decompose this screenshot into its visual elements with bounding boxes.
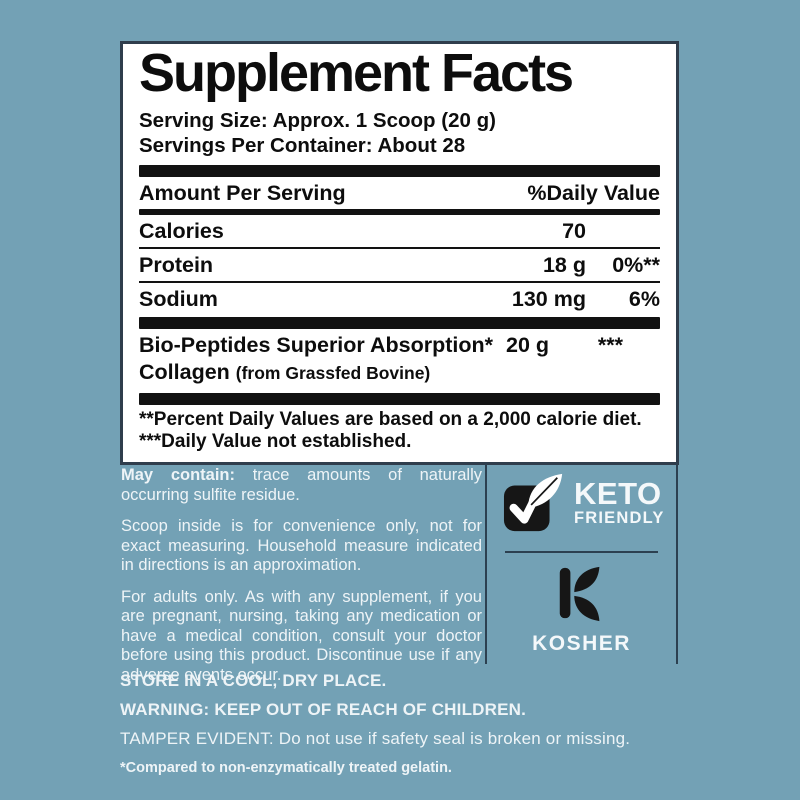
check-leaf-icon <box>503 473 563 532</box>
table-row-protein: Protein 18 g 0%** <box>139 247 660 281</box>
nutrient-name: Bio-Peptides Superior Absorption* <box>139 333 493 358</box>
daily-value-header: %Daily Value <box>527 181 660 206</box>
amount-per-serving-header: Amount Per Serving <box>139 181 346 206</box>
nutrient-dv: *** <box>597 333 624 358</box>
facts-header-row: Amount Per Serving %Daily Value <box>139 177 660 209</box>
facts-footnotes: **Percent Daily Values are based on a 2,… <box>139 405 660 454</box>
keto-badge-label: KETO <box>574 476 662 511</box>
badges-column: KETO FRIENDLY KOSHER <box>485 463 678 664</box>
nutrient-amount: 70 <box>562 218 586 243</box>
divider-bar-thick <box>139 165 660 178</box>
storage-instruction: STORE IN A COOL, DRY PLACE. <box>120 671 387 690</box>
table-row-collagen: Bio-Peptides Superior Absorption* 20 g *… <box>139 329 660 391</box>
serving-size: Serving Size: Approx. 1 Scoop (20 g) <box>139 109 496 133</box>
may-contain-text: trace amounts of naturally occurring sul… <box>121 466 482 504</box>
supplement-facts-panel: Supplement Facts Serving Size: Approx. 1… <box>120 41 679 466</box>
nutrient-dv: 0%** <box>612 252 660 277</box>
kosher-k-icon <box>559 566 599 622</box>
scoop-paragraph: Scoop inside is for convenience only, no… <box>121 517 482 574</box>
footnote-dv-not-established: ***Daily Value not established. <box>139 430 412 452</box>
nutrient-name: Sodium <box>139 286 218 311</box>
servings-per-container: Servings Per Container: About 28 <box>139 134 466 158</box>
badge-divider-line <box>505 551 658 553</box>
divider-bar-medium <box>139 209 660 216</box>
divider-bar-thick <box>139 393 660 406</box>
divider-bar-thick <box>139 317 660 330</box>
footnote-daily-values: **Percent Daily Values are based on a 2,… <box>139 409 642 431</box>
nutrient-amount: 20 g <box>505 333 550 358</box>
may-contain-paragraph: May contain: trace amounts of naturally … <box>121 466 482 505</box>
panel-title: Supplement Facts <box>139 43 574 103</box>
storage-warnings: STORE IN A COOL, DRY PLACE. WARNING: KEE… <box>120 671 692 787</box>
nutrient-dv: 6% <box>628 286 660 311</box>
nutrient-name: Protein <box>139 252 214 277</box>
nutrient-name: Calories <box>139 218 224 243</box>
keto-badge-sublabel: FRIENDLY <box>574 509 665 527</box>
nutrient-name: Collagen <box>139 360 230 385</box>
nutrient-source: (from Grassfed Bovine) <box>235 363 431 384</box>
nutrient-amount: 130 mg <box>511 286 586 311</box>
warning-children: WARNING: KEEP OUT OF REACH OF CHILDREN. <box>120 700 527 719</box>
info-paragraphs: May contain: trace amounts of naturally … <box>121 466 482 697</box>
nutrient-amount: 18 g <box>542 252 586 277</box>
adults-only-paragraph: For adults only. As with any supplement,… <box>121 587 482 684</box>
table-row-calories: Calories 70 <box>139 215 660 247</box>
may-contain-lead: May contain: <box>121 466 235 484</box>
tamper-evident-notice: TAMPER EVIDENT: Do not use if safety sea… <box>120 729 631 748</box>
kosher-badge: KOSHER <box>487 565 676 656</box>
keto-friendly-badge: KETO FRIENDLY <box>503 472 676 534</box>
table-row-sodium: Sodium 130 mg 6% <box>139 281 660 315</box>
compared-footnote: *Compared to non-enzymatically treated g… <box>120 760 452 776</box>
kosher-badge-label: KOSHER <box>532 632 631 655</box>
